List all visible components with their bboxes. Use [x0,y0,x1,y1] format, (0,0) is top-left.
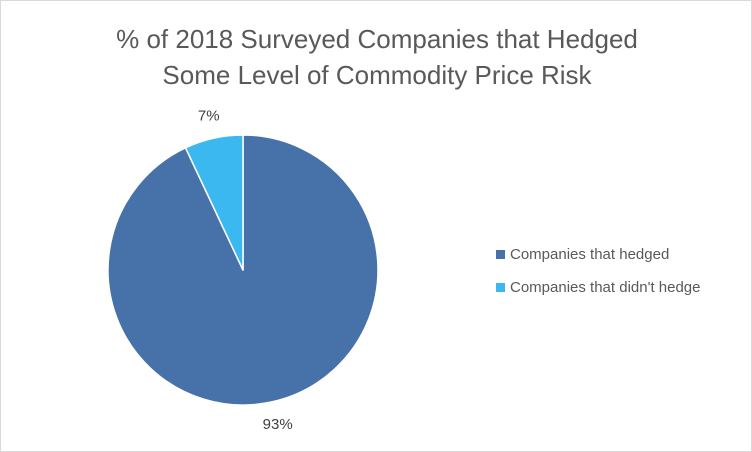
chart-title-line-2: Some Level of Commodity Price Risk [162,60,592,90]
pie-slice-didnt-hedge [184,134,244,271]
legend-item-hedged: Companies that hedged [496,244,701,264]
legend-label-hedged: Companies that hedged [510,245,670,263]
legend-swatch-hedged [496,249,505,259]
legend-item-didnt-hedge: Companies that didn't hedge [496,277,701,297]
legend-swatch-didnt-hedge [496,282,505,292]
legend-label-didnt-hedge: Companies that didn't hedge [510,278,701,296]
chart-legend: Companies that hedged Companies that did… [496,244,701,310]
chart-title-line-1: % of 2018 Surveyed Companies that Hedged [116,24,638,54]
data-label-hedged: 93% [263,416,293,433]
data-label-didnt-hedge: 7% [198,108,220,125]
chart-title: % of 2018 Surveyed Companies that Hedged… [1,21,752,93]
